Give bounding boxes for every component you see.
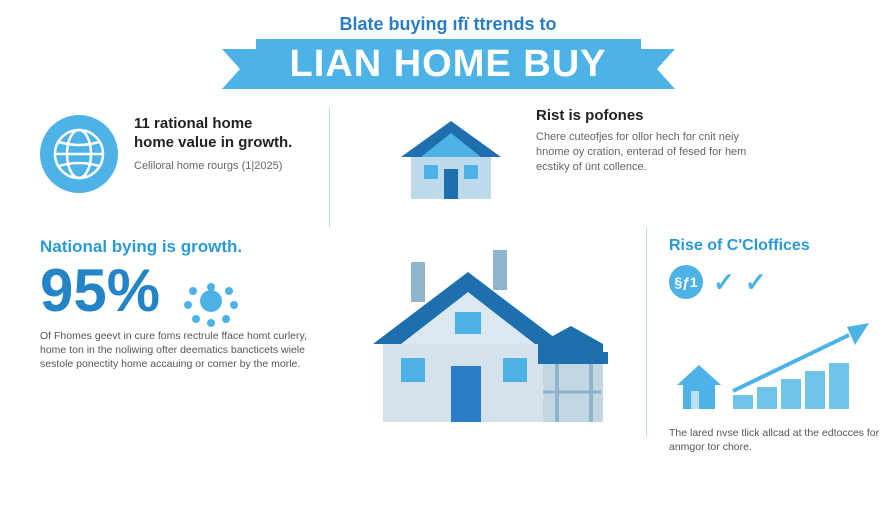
globe-title-2: home value in growth. (134, 134, 292, 153)
check-icon: ✓ (713, 267, 735, 298)
national-body: Of Fhomes geevt in cure foms rectrule ff… (40, 329, 330, 372)
rist-title: Rist is pofones (536, 107, 766, 124)
rise-chart (669, 305, 879, 415)
banner-text: LIAN HOME BUY (290, 43, 607, 85)
header-subtitle: Blate buying ıfï ttrends to (0, 14, 896, 35)
check-icon: ✓ (745, 267, 767, 298)
big-house (338, 227, 638, 437)
section-rist: Rist is pofones Chere cuteofjes for ollo… (338, 107, 896, 227)
national-value: 95% (40, 261, 160, 321)
section-globe: 11 rational home home value in growth. C… (40, 107, 330, 227)
globe-caption: Celiloral home rourgs (1|2025) (134, 159, 292, 174)
section-rise: Rise of C'Cloffices §ƒ1 ✓ ✓ The lared nv… (646, 227, 896, 437)
content-grid: 11 rational home home value in growth. C… (0, 89, 896, 437)
globe-title-1: 11 rational home (134, 115, 292, 134)
people-cluster-icon (176, 269, 246, 329)
rise-caption: The lared nvse tlick allcad at the edtoc… (669, 426, 896, 454)
globe-icon (40, 115, 118, 193)
rist-body: Chere cuteofjes for ollor hech for cnit … (536, 130, 766, 175)
header-banner: LIAN HOME BUY (256, 39, 641, 89)
rise-icon-row: §ƒ1 ✓ ✓ (669, 265, 896, 299)
header: Blate buying ıfï ttrends to LIAN HOME BU… (0, 0, 896, 89)
national-title: National bying is growth. (40, 237, 330, 257)
section-national: National bying is growth. 95% Of Fhomes … (40, 227, 330, 437)
coin-icon: §ƒ1 (669, 265, 703, 299)
globe-text: 11 rational home home value in growth. C… (134, 115, 292, 173)
small-house-icon (386, 107, 516, 207)
big-house-icon (343, 232, 633, 432)
rise-title: Rise of C'Cloffices (669, 237, 896, 255)
rist-text: Rist is pofones Chere cuteofjes for ollo… (536, 107, 766, 175)
